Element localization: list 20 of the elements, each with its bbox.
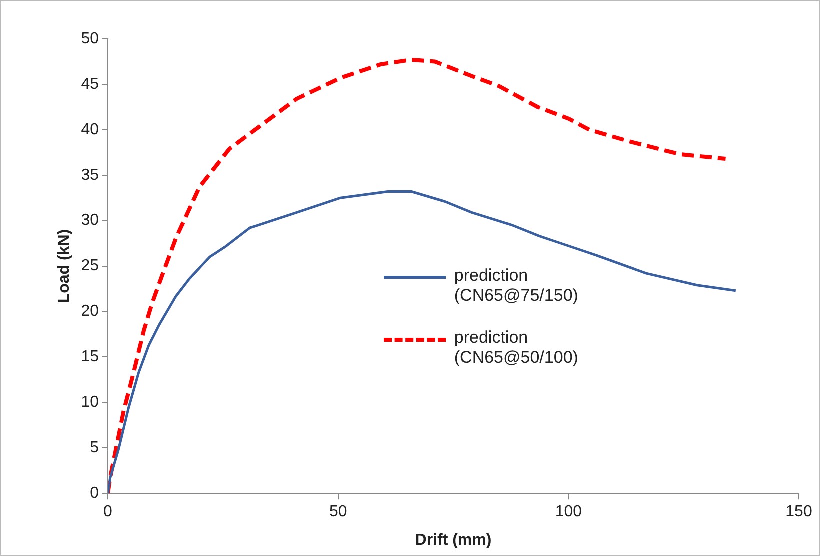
y-tick-label: 50 (81, 30, 100, 48)
y-tick-label: 40 (81, 121, 100, 138)
x-tick-label: 150 (786, 504, 812, 521)
y-axis-title: Load (kN) (56, 229, 74, 304)
y-tick-label: 35 (81, 166, 100, 184)
y-tick-label: 30 (81, 212, 100, 230)
y-tick-label: 25 (81, 258, 100, 275)
y-tick-label: 0 (90, 485, 100, 502)
x-axis-title: Drift (mm) (415, 532, 492, 549)
x-tick-label: 100 (555, 504, 582, 521)
y-tick-label: 5 (90, 440, 100, 457)
legend-label: prediction (CN65@50/100) (454, 328, 580, 368)
y-tick-label: 10 (81, 394, 100, 412)
y-tick-label: 45 (81, 76, 100, 93)
legend-label: prediction (CN65@75/150) (454, 266, 580, 306)
y-tick-label: 20 (81, 303, 100, 320)
x-tick-label: 50 (329, 504, 348, 521)
y-tick-label: 15 (81, 348, 100, 366)
line-series (108, 58, 728, 494)
x-tick-label: 0 (104, 504, 113, 521)
